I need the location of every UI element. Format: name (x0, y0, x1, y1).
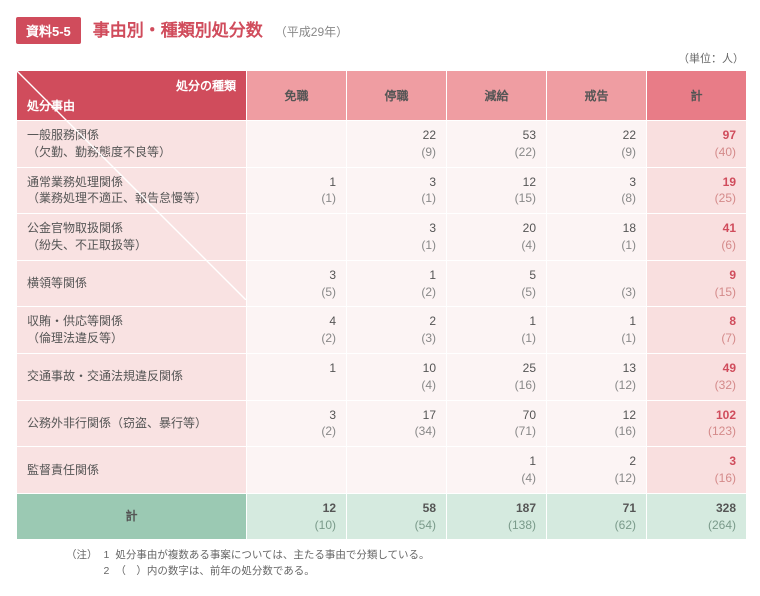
cell: 1(1) (247, 167, 347, 214)
corner-top-label: 処分の種類 (176, 77, 236, 94)
cell (247, 121, 347, 168)
row-label: 収賄・供応等関係（倫理法違反等） (17, 307, 247, 354)
cell: 1(4) (447, 447, 547, 494)
cell-total: 8(7) (647, 307, 747, 354)
cell (247, 214, 347, 261)
note-num: 1 (104, 548, 110, 564)
table-row: 収賄・供応等関係（倫理法違反等）4(2)2(3)1(1)1(1)8(7) (17, 307, 747, 354)
cell: 3(2) (247, 400, 347, 447)
cell: 1(2) (347, 260, 447, 307)
table-row: 監督責任関係 1(4)2(12)3(16) (17, 447, 747, 494)
sum-cell: 12(10) (247, 493, 347, 540)
cell: 12(16) (547, 400, 647, 447)
header-row: 処分の種類 処分事由 免職 停職 減給 戒告 計 (17, 71, 747, 121)
table-row: 公務外非行関係（窃盗、暴行等）3(2)17(34)70(71)12(16)102… (17, 400, 747, 447)
cell-total: 102(123) (647, 400, 747, 447)
cell: 13(12) (547, 353, 647, 400)
col-header: 免職 (247, 71, 347, 121)
col-header: 戒告 (547, 71, 647, 121)
cell: 1(1) (547, 307, 647, 354)
cell: 2(3) (347, 307, 447, 354)
cell: 3(8) (547, 167, 647, 214)
sum-label: 計 (17, 493, 247, 540)
col-header: 停職 (347, 71, 447, 121)
cell: 12(15) (447, 167, 547, 214)
cell: 10(4) (347, 353, 447, 400)
cell: 3(5) (247, 260, 347, 307)
sum-row: 計12(10)58(54)187(138)71(62)328(264) (17, 493, 747, 540)
cell: 5(5) (447, 260, 547, 307)
cell (347, 447, 447, 494)
cell (247, 447, 347, 494)
cell: 25(16) (447, 353, 547, 400)
note-text: 処分事由が複数ある事案については、主たる事由で分類している。 (115, 548, 429, 564)
cell: 1 (247, 353, 347, 400)
col-header: 減給 (447, 71, 547, 121)
cell: (3) (547, 260, 647, 307)
cell: 22(9) (547, 121, 647, 168)
cell: 18(1) (547, 214, 647, 261)
cell-total: 19(25) (647, 167, 747, 214)
header: 資料5-5 事由別・種類別処分数 （平成29年） (16, 16, 744, 44)
col-header-total: 計 (647, 71, 747, 121)
cell: 70(71) (447, 400, 547, 447)
row-label: 公務外非行関係（窃盗、暴行等） (17, 400, 247, 447)
doc-badge: 資料5-5 (16, 17, 81, 44)
note-text: （ ）内の数字は、前年の処分数である。 (115, 564, 314, 580)
cell: 17(34) (347, 400, 447, 447)
sum-cell: 187(138) (447, 493, 547, 540)
note-prefix: （注） (66, 548, 98, 564)
row-label: 交通事故・交通法規違反関係 (17, 353, 247, 400)
cell: 3(1) (347, 167, 447, 214)
cell-total: 41(6) (647, 214, 747, 261)
cell: 1(1) (447, 307, 547, 354)
cell: 20(4) (447, 214, 547, 261)
data-table: 処分の種類 処分事由 免職 停職 減給 戒告 計 一般服務関係（欠勤、勤務態度不… (16, 70, 747, 540)
corner-bottom-label: 処分事由 (27, 97, 75, 114)
cell: 53(22) (447, 121, 547, 168)
cell: 3(1) (347, 214, 447, 261)
row-label: 監督責任関係 (17, 447, 247, 494)
sum-cell: 58(54) (347, 493, 447, 540)
unit-label: （単位：人） (16, 50, 744, 66)
cell-total: 3(16) (647, 447, 747, 494)
table-row: 交通事故・交通法規違反関係1 10(4)25(16)13(12)49(32) (17, 353, 747, 400)
note-num: 2 (104, 564, 110, 580)
corner-cell: 処分の種類 処分事由 (17, 71, 247, 121)
doc-year: （平成29年） (275, 23, 348, 40)
cell: 2(12) (547, 447, 647, 494)
sum-cell: 71(62) (547, 493, 647, 540)
cell-total: 49(32) (647, 353, 747, 400)
cell-total: 97(40) (647, 121, 747, 168)
cell: 4(2) (247, 307, 347, 354)
cell: 22(9) (347, 121, 447, 168)
sum-cell: 328(264) (647, 493, 747, 540)
footnotes: （注） 1 処分事由が複数ある事案については、主たる事由で分類している。 （注）… (16, 548, 744, 580)
cell-total: 9(15) (647, 260, 747, 307)
doc-title: 事由別・種類別処分数 (93, 16, 263, 41)
